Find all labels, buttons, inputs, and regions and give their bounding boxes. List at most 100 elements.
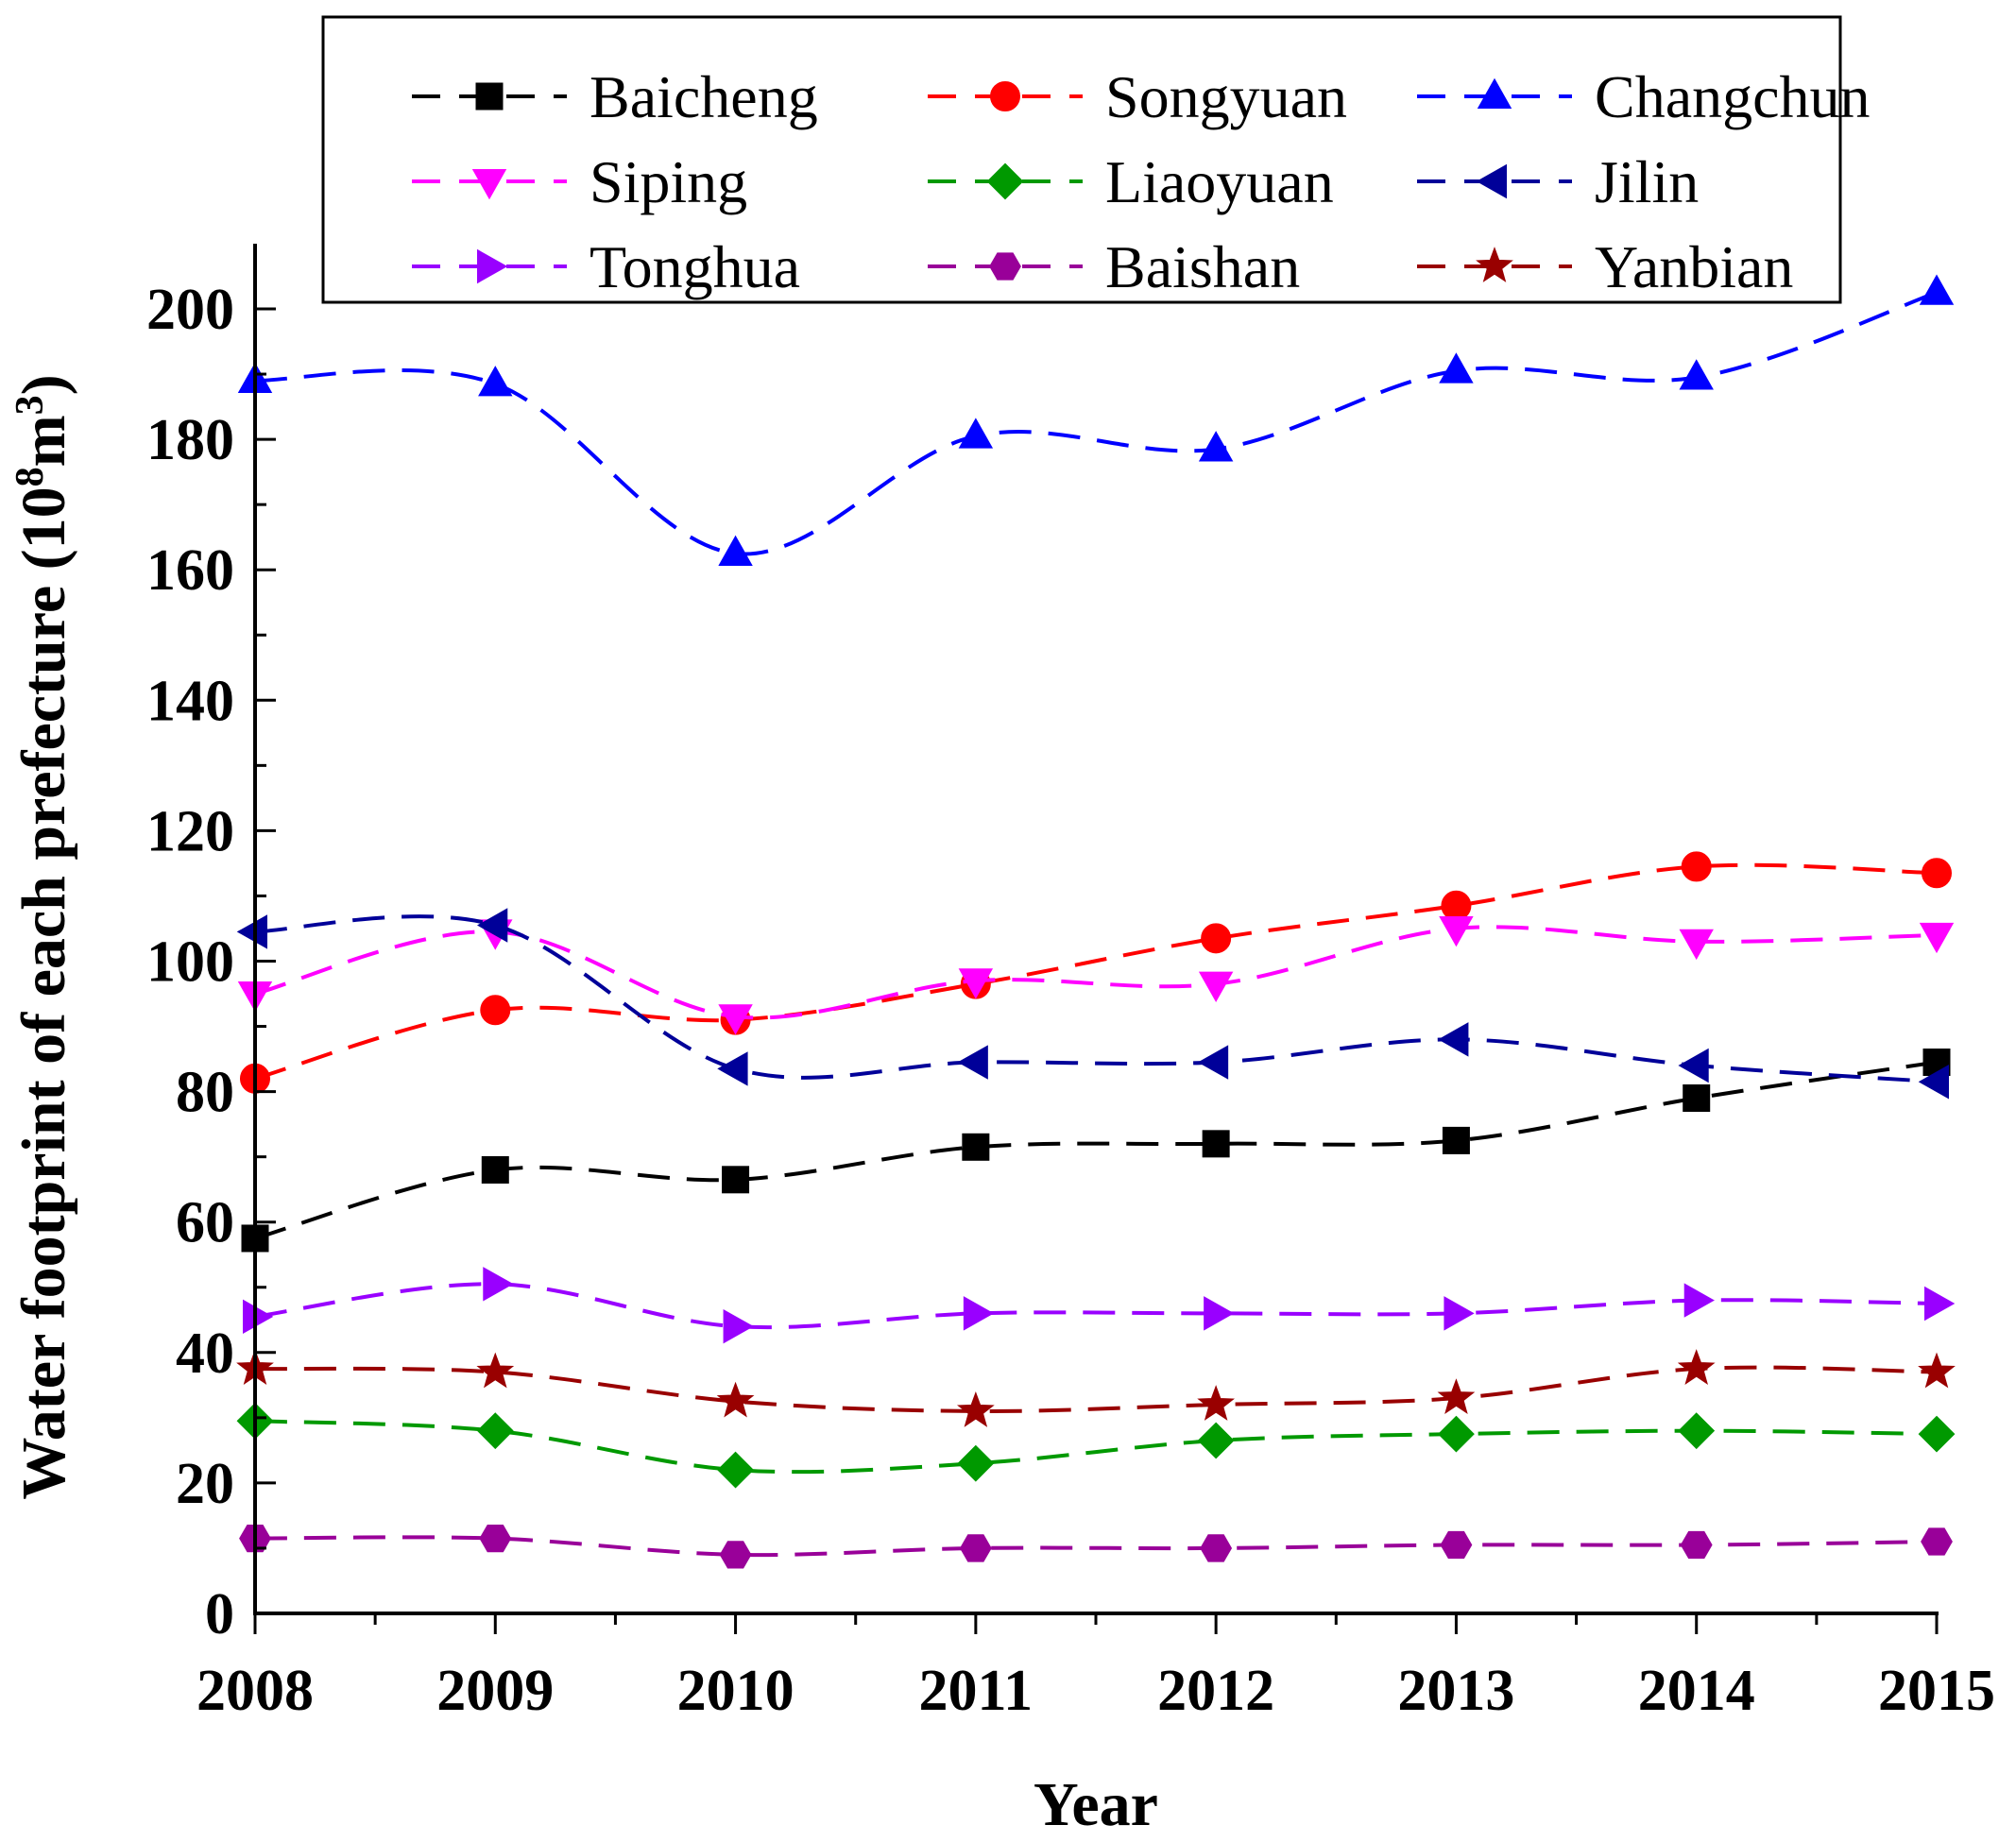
data-point-liaoyuan-2011 xyxy=(957,1444,995,1482)
x-tick-label-2011: 2011 xyxy=(919,1659,1034,1723)
legend-marker-tonghua xyxy=(477,248,508,284)
y-axis-title-unit-m: m xyxy=(9,415,78,467)
legend-item-baishan: Baishan xyxy=(928,233,1300,300)
data-point-tonghua-2010 xyxy=(723,1308,754,1344)
data-point-baicheng-2014 xyxy=(1683,1084,1711,1113)
series-line-songyuan xyxy=(254,862,1938,1081)
y-tick-label-140: 140 xyxy=(146,669,234,733)
data-point-baishan-2015 xyxy=(1921,1527,1953,1556)
data-point-jilin-2012 xyxy=(1197,1045,1229,1080)
legend-marker-baicheng xyxy=(475,82,504,111)
legend-item-changchun: Changchun xyxy=(1417,63,1871,130)
series-jilin xyxy=(236,908,1949,1100)
data-point-changchun-2010 xyxy=(718,535,753,566)
data-point-liaoyuan-2013 xyxy=(1438,1415,1475,1453)
series-baicheng xyxy=(241,1049,1951,1253)
legend-item-jilin: Jilin xyxy=(1417,148,1699,215)
data-point-siping-2011 xyxy=(958,968,994,999)
data-point-tonghua-2013 xyxy=(1444,1296,1475,1331)
legend-label-songyuan: Songyuan xyxy=(1105,63,1347,130)
data-point-baicheng-2010 xyxy=(722,1166,750,1194)
data-point-changchun-2014 xyxy=(1679,359,1714,390)
series-line-siping xyxy=(254,925,1938,1020)
data-point-yanbian-2012 xyxy=(1197,1385,1236,1421)
data-point-jilin-2011 xyxy=(957,1045,988,1080)
y-tick-label-100: 100 xyxy=(146,930,234,995)
data-point-jilin-2014 xyxy=(1678,1048,1709,1083)
legend-label-jilin: Jilin xyxy=(1595,148,1699,215)
x-tick-label-2013: 2013 xyxy=(1397,1659,1514,1723)
data-point-tonghua-2015 xyxy=(1924,1286,1956,1322)
series-changchun xyxy=(237,274,1955,566)
legend-marker-jilin xyxy=(1476,163,1507,199)
data-point-baishan-2012 xyxy=(1200,1534,1233,1562)
data-point-songyuan-2009 xyxy=(480,995,511,1026)
x-tick-label-2009: 2009 xyxy=(436,1659,554,1723)
series-baishan xyxy=(239,1524,1953,1569)
y-tick-label-40: 40 xyxy=(176,1322,234,1386)
axes: 0 20 40 60 80 100 120 140 160 180 200 2008 2009 2010 2… xyxy=(146,244,1995,1723)
legend-item-yanbian: Yanbian xyxy=(1417,233,1793,300)
series-line-jilin xyxy=(254,914,1938,1084)
data-point-jilin-2013 xyxy=(1438,1022,1469,1057)
plot-area xyxy=(236,274,1956,1569)
legend-item-tonghua: Tonghua xyxy=(412,233,800,300)
data-point-baishan-2011 xyxy=(959,1534,992,1562)
legend-item-baicheng: Baicheng xyxy=(412,63,818,130)
data-point-yanbian-2014 xyxy=(1677,1349,1716,1385)
data-point-tonghua-2011 xyxy=(963,1296,995,1331)
data-point-jilin-2008 xyxy=(236,914,267,949)
data-point-songyuan-2012 xyxy=(1201,923,1232,954)
y-tick-label-120: 120 xyxy=(146,799,234,863)
data-point-baishan-2014 xyxy=(1680,1530,1713,1560)
data-point-changchun-2009 xyxy=(478,366,513,397)
data-point-liaoyuan-2012 xyxy=(1197,1422,1235,1459)
data-point-songyuan-2015 xyxy=(1922,858,1952,889)
legend-label-baicheng: Baicheng xyxy=(589,63,818,130)
y-axis-title: Water footprint of each prefecture (108m… xyxy=(9,374,78,1499)
data-point-songyuan-2013 xyxy=(1441,890,1472,921)
data-point-jilin-2010 xyxy=(717,1051,748,1086)
y-axis-title-sup-8: 8 xyxy=(9,467,52,486)
data-point-songyuan-2014 xyxy=(1681,851,1712,882)
data-point-baishan-2013 xyxy=(1440,1530,1473,1560)
data-point-siping-2015 xyxy=(1919,922,1955,954)
legend-item-liaoyuan: Liaoyuan xyxy=(928,148,1334,215)
data-point-siping-2012 xyxy=(1198,971,1234,1002)
legend-marker-siping xyxy=(471,169,507,200)
data-point-changchun-2015 xyxy=(1919,274,1955,305)
series-line-changchun xyxy=(254,290,1938,556)
data-point-baishan-2010 xyxy=(719,1541,752,1569)
legend-item-siping: Siping xyxy=(412,148,747,215)
series-line-baicheng xyxy=(254,1060,1938,1240)
data-point-siping-2013 xyxy=(1439,915,1474,947)
data-point-siping-2014 xyxy=(1679,929,1714,961)
series-liaoyuan xyxy=(236,1402,1956,1489)
x-axis-title: Year xyxy=(1034,1770,1158,1837)
data-point-yanbian-2009 xyxy=(476,1352,515,1389)
legend-marker-changchun xyxy=(1477,77,1512,109)
y-tick-label-0: 0 xyxy=(205,1582,234,1646)
data-point-tonghua-2009 xyxy=(483,1267,514,1302)
x-tick-label-2008: 2008 xyxy=(196,1659,314,1723)
data-point-jilin-2015 xyxy=(1918,1065,1949,1100)
y-axis-title-main: Water footprint of each prefecture (10 xyxy=(9,486,78,1499)
data-point-liaoyuan-2009 xyxy=(476,1412,514,1450)
y-axis-title-sup-3: 3 xyxy=(9,395,52,415)
legend-marker-songyuan xyxy=(990,81,1020,111)
data-point-yanbian-2015 xyxy=(1918,1352,1956,1389)
y-axis-title-end: ) xyxy=(9,374,78,395)
series-line-tonghua xyxy=(254,1282,1938,1330)
data-point-baicheng-2011 xyxy=(962,1133,990,1161)
legend-marker-baishan xyxy=(989,252,1021,281)
x-tick-label-2015: 2015 xyxy=(1878,1659,1995,1723)
data-point-changchun-2012 xyxy=(1198,431,1234,462)
y-tick-label-160: 160 xyxy=(146,538,234,603)
x-tick-label-2012: 2012 xyxy=(1157,1659,1274,1723)
data-point-liaoyuan-2015 xyxy=(1918,1415,1956,1453)
legend-marker-yanbian xyxy=(1476,247,1513,282)
legend: Baicheng Songyuan Changchun Siping Liaoyuan J… xyxy=(321,15,1871,304)
legend-label-changchun: Changchun xyxy=(1595,63,1871,130)
